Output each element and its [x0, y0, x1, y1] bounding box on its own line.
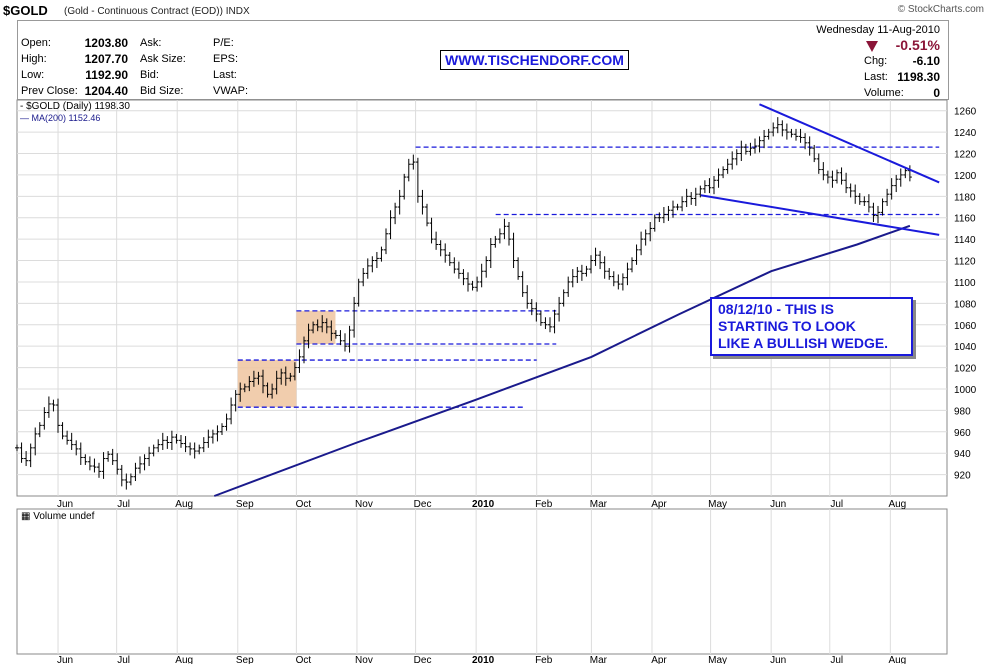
y-tick-label: 1060 — [954, 321, 977, 332]
prev-close-label: Prev Close: — [21, 85, 78, 97]
y-tick-label: 940 — [954, 449, 971, 460]
quote-date: Wednesday 11-Aug-2010 — [816, 24, 940, 36]
price-legend-text: $GOLD (Daily) 1198.30 — [26, 101, 130, 112]
last-label-mid: Last: — [213, 69, 237, 81]
chart-symbol: $GOLD — [3, 3, 48, 18]
y-tick-label: 1220 — [954, 150, 977, 161]
chg-label: Chg: — [864, 55, 888, 67]
x-tick-label: Dec — [414, 499, 432, 510]
low-label: Low: — [21, 69, 45, 81]
volume-legend-text: Volume undef — [33, 511, 95, 522]
bid-size-label: Bid Size: — [140, 85, 184, 97]
x-tick-label-volume: Sep — [236, 655, 254, 664]
wedge-trendline — [759, 103, 940, 184]
line-legend-icon: — — [20, 113, 29, 123]
x-tick-label: Jul — [830, 499, 843, 510]
high-value: 1207.70 — [84, 52, 128, 66]
bid-label: Bid: — [140, 69, 159, 81]
x-tick-label: Apr — [651, 499, 667, 510]
chart-description: (Gold - Continuous Contract (EOD)) INDX — [64, 6, 250, 17]
y-tick-label: 980 — [954, 406, 971, 417]
x-tick-label-volume: Aug — [888, 655, 906, 664]
x-tick-label-volume: Jul — [830, 655, 843, 664]
last-label: Last: — [864, 71, 888, 83]
volume-legend-icon: ▦ — [21, 511, 31, 522]
x-tick-label: Aug — [888, 499, 906, 510]
x-tick-label: 2010 — [472, 499, 495, 510]
x-tick-label-volume: Jul — [117, 655, 130, 664]
x-tick-label: Feb — [535, 499, 553, 510]
vwap-label: VWAP: — [213, 85, 249, 97]
y-tick-label: 1080 — [954, 299, 977, 310]
x-tick-label-volume: 2010 — [472, 655, 495, 664]
x-tick-label-volume: Feb — [535, 655, 553, 664]
ask-size-label: Ask Size: — [140, 53, 186, 65]
x-tick-label: May — [708, 499, 727, 510]
y-tick-label: 1000 — [954, 385, 977, 396]
wedge-trendline — [700, 194, 940, 236]
y-tick-label: 1200 — [954, 171, 977, 182]
ma200-line — [213, 224, 911, 497]
down-arrow-icon — [866, 41, 878, 52]
open-label: Open: — [21, 37, 51, 49]
change-percent: -0.51% — [895, 37, 940, 53]
y-tick-label: 1180 — [954, 192, 976, 203]
high-label: High: — [21, 53, 47, 65]
price-legend: ‐ $GOLD (Daily) 1198.30 — [20, 101, 130, 112]
volume-panel-label: ▦ Volume undef — [21, 511, 94, 522]
x-tick-label-volume: Nov — [355, 655, 373, 664]
volume-value: 0 — [933, 86, 940, 100]
ask-label: Ask: — [140, 37, 162, 49]
x-tick-label-volume: Aug — [175, 655, 193, 664]
chg-value: -6.10 — [912, 54, 940, 68]
x-tick-label: Jun — [770, 499, 786, 510]
y-tick-label: 1240 — [954, 128, 977, 139]
x-tick-label-volume: Apr — [651, 655, 667, 664]
x-tick-label-volume: Dec — [414, 655, 432, 664]
y-tick-label: 1020 — [954, 364, 977, 375]
y-tick-label: 920 — [954, 471, 971, 482]
volume-label: Volume: — [864, 87, 904, 99]
bar-legend-icon: ‐ — [20, 101, 24, 112]
y-tick-label: 1140 — [954, 235, 976, 246]
y-tick-label: 1040 — [954, 342, 977, 353]
ma-legend: — MA(200) 1152.46 — [20, 113, 100, 123]
x-tick-label-volume: Jun — [57, 655, 73, 664]
eps-label: EPS: — [213, 53, 239, 65]
volume-pane — [16, 508, 948, 655]
y-tick-label: 1120 — [954, 257, 976, 268]
x-tick-label-volume: Mar — [590, 655, 608, 664]
x-tick-label-volume: Jun — [770, 655, 786, 664]
low-value: 1192.90 — [85, 68, 128, 82]
x-tick-label: Aug — [175, 499, 193, 510]
x-tick-label: Mar — [590, 499, 608, 510]
ma-legend-text: MA(200) 1152.46 — [31, 113, 101, 123]
y-tick-label: 1260 — [954, 107, 977, 118]
x-tick-label: Nov — [355, 499, 373, 510]
annotation-box: 08/12/10 - THIS IS STARTING TO LOOK LIKE… — [710, 297, 913, 356]
x-tick-label: Oct — [296, 499, 312, 510]
x-tick-label: Sep — [236, 499, 254, 510]
y-tick-label: 1160 — [954, 214, 976, 225]
open-value: 1203.80 — [84, 36, 128, 50]
website-link[interactable]: WWW.TISCHENDORF.COM — [440, 50, 629, 70]
y-tick-label: 960 — [954, 428, 971, 439]
prev-close-value: 1204.40 — [84, 84, 128, 98]
last-value: 1198.30 — [897, 70, 940, 84]
y-tick-label: 1100 — [954, 278, 976, 289]
x-tick-label-volume: May — [708, 655, 727, 664]
consolidation-box — [296, 310, 336, 345]
x-tick-label: Jul — [117, 499, 130, 510]
x-tick-label: Jun — [57, 499, 73, 510]
x-tick-label-volume: Oct — [296, 655, 312, 664]
brand-label[interactable]: © StockCharts.com — [897, 4, 984, 15]
pe-label: P/E: — [213, 37, 234, 49]
